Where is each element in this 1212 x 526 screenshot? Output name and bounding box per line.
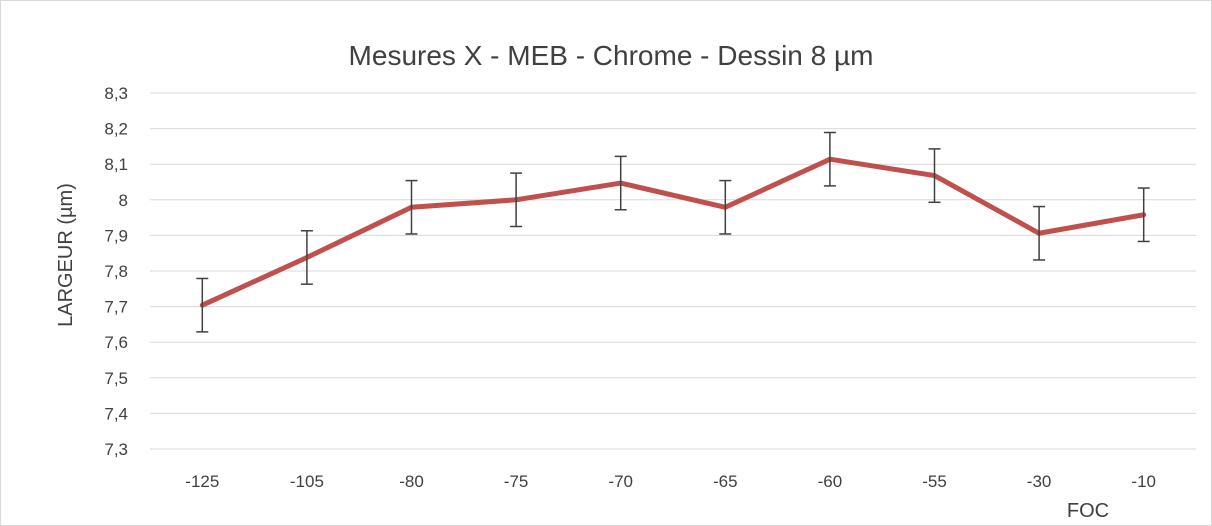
x-tick-label: -10 bbox=[1131, 472, 1156, 491]
error-bar bbox=[1033, 205, 1046, 261]
y-tick-label: 7,3 bbox=[104, 440, 128, 459]
x-tick-label: -65 bbox=[713, 472, 738, 491]
error-bar bbox=[1137, 187, 1150, 243]
x-axis-ticks: -125 -105 -80 -75 -70 -65 -60 -55 -30 -10 bbox=[185, 472, 1156, 491]
y-tick-label: 7,5 bbox=[104, 369, 128, 388]
y-tick-label: 8,3 bbox=[104, 84, 128, 103]
y-tick-label: 8,1 bbox=[104, 155, 128, 174]
error-bar bbox=[614, 155, 627, 211]
y-tick-label: 7,8 bbox=[104, 262, 128, 281]
error-bar bbox=[928, 148, 941, 204]
series-line bbox=[199, 156, 1147, 308]
error-bars bbox=[196, 131, 1150, 333]
error-bar bbox=[823, 131, 836, 187]
series-layer bbox=[199, 156, 1147, 308]
error-bar bbox=[405, 179, 418, 235]
y-tick-label: 7,6 bbox=[104, 333, 128, 352]
y-tick-label: 7,9 bbox=[104, 226, 128, 245]
chart-title: Mesures X - MEB - Chrome - Dessin 8 µm bbox=[349, 40, 874, 71]
error-bar bbox=[719, 179, 732, 235]
gridlines bbox=[150, 92, 1196, 450]
y-tick-label: 7,4 bbox=[104, 404, 128, 423]
x-tick-label: -80 bbox=[399, 472, 424, 491]
y-tick-label: 8 bbox=[119, 191, 128, 210]
error-bar bbox=[196, 277, 209, 333]
x-tick-label: -70 bbox=[608, 472, 633, 491]
y-tick-label: 8,2 bbox=[104, 120, 128, 139]
x-axis-label: FOC bbox=[1067, 500, 1109, 522]
x-tick-label: -125 bbox=[185, 472, 219, 491]
y-axis-label: LARGEUR (µm) bbox=[55, 183, 77, 327]
y-axis-ticks: 8,3 8,2 8,1 8 7,9 7,8 7,7 7,6 7,5 7,4 7,3 bbox=[104, 84, 128, 459]
error-bar bbox=[300, 230, 313, 285]
x-tick-label: -55 bbox=[922, 472, 947, 491]
x-tick-label: -30 bbox=[1027, 472, 1052, 491]
x-tick-label: -75 bbox=[504, 472, 529, 491]
x-tick-label: -105 bbox=[290, 472, 324, 491]
x-tick-label: -60 bbox=[818, 472, 843, 491]
y-tick-label: 7,7 bbox=[104, 298, 128, 317]
error-bar bbox=[510, 172, 523, 228]
